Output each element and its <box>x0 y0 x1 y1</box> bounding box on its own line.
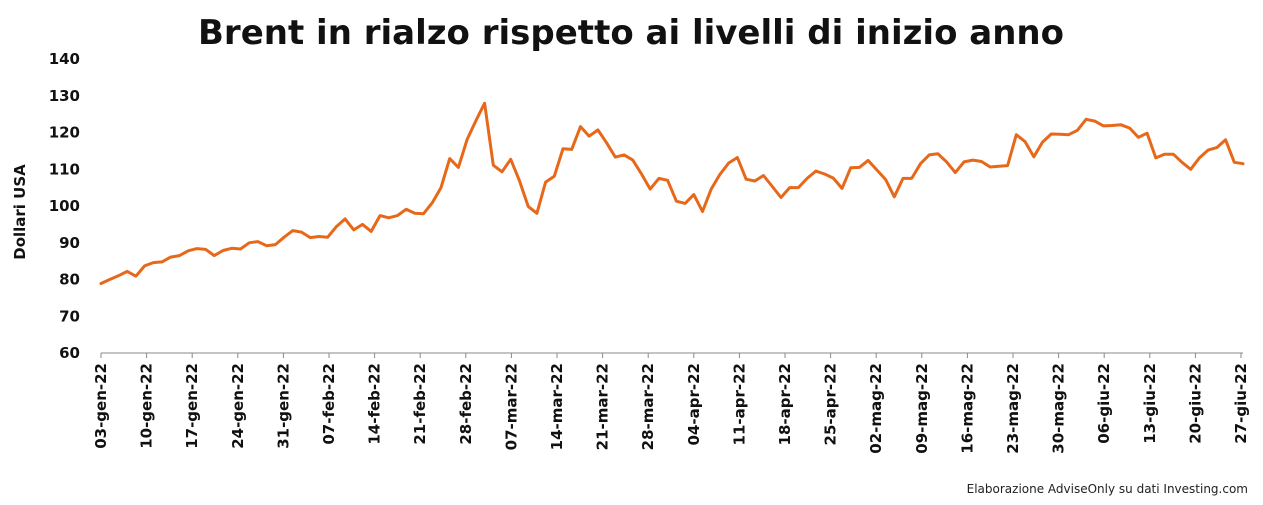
x-tick-label: 14-mar-22 <box>548 363 566 450</box>
x-tick-label: 28-feb-22 <box>457 363 475 445</box>
y-tick-label: 140 <box>49 50 80 68</box>
x-tick-label: 04-apr-22 <box>685 363 703 445</box>
y-tick-label: 90 <box>59 234 80 252</box>
x-tick-label: 16-mag-22 <box>958 363 976 454</box>
series-line-brent <box>99 101 1245 285</box>
x-tick-label: 28-mar-22 <box>639 363 657 450</box>
x-tick-label: 27-giu-22 <box>1232 363 1250 444</box>
x-tick-label: 14-feb-22 <box>366 363 384 445</box>
x-tick-label: 07-mar-22 <box>502 363 520 450</box>
x-tick-label: 10-gen-22 <box>138 363 156 449</box>
x-tick-label: 11-apr-22 <box>730 363 748 445</box>
x-tick-label: 20-giu-22 <box>1186 363 1204 444</box>
y-axis: 60 70 80 90 100 110 120 130 140 <box>49 50 80 362</box>
x-tick-label: 21-mar-22 <box>594 363 612 450</box>
y-tick-label: 80 <box>59 271 80 289</box>
x-tick-label: 17-gen-22 <box>183 363 201 449</box>
y-tick-label: 120 <box>49 124 80 142</box>
y-axis-label: Dollari USA <box>11 164 29 260</box>
x-tick-label: 13-giu-22 <box>1141 363 1159 444</box>
x-tick-label: 09-mag-22 <box>913 363 931 454</box>
y-tick-label: 100 <box>49 197 80 215</box>
x-tick-label: 21-feb-22 <box>411 363 429 445</box>
x-axis: 03-gen-22 10-gen-22 17-gen-22 24-gen-22 31-g… <box>92 353 1250 454</box>
y-tick-label: 130 <box>49 87 80 105</box>
y-tick-label: 110 <box>49 160 80 178</box>
y-tick-label: 70 <box>59 307 80 325</box>
x-tick-label: 18-apr-22 <box>776 363 794 445</box>
y-tick-label: 60 <box>59 344 80 362</box>
x-tick-label: 31-gen-22 <box>274 363 292 449</box>
x-tick-label: 30-mag-22 <box>1050 363 1068 454</box>
x-tick-label: 23-mag-22 <box>1004 363 1022 454</box>
x-tick-label: 03-gen-22 <box>92 363 110 449</box>
x-tick-label: 06-giu-22 <box>1095 363 1113 444</box>
x-tick-label: 25-apr-22 <box>822 363 840 445</box>
x-tick-label: 02-mag-22 <box>867 363 885 454</box>
source-note: Elaborazione AdviseOnly su dati Investin… <box>967 482 1248 496</box>
chart-title: Brent in rialzo rispetto ai livelli di i… <box>198 13 1064 53</box>
x-tick-label: 07-feb-22 <box>320 363 338 445</box>
x-tick-label: 24-gen-22 <box>229 363 247 449</box>
